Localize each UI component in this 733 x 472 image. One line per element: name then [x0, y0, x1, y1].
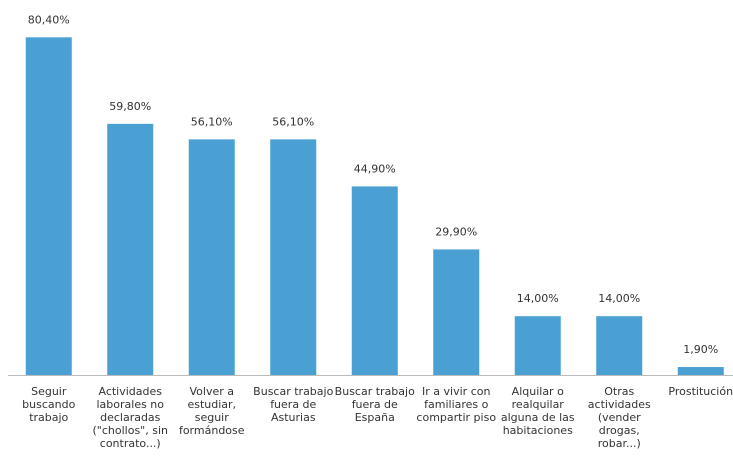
bar	[25, 37, 72, 375]
value-label: 14,00%	[598, 292, 640, 305]
bar	[433, 249, 480, 375]
value-label: 59,80%	[109, 100, 151, 113]
x-tick-label: Ir a vivir con familiares o compartir pi…	[416, 385, 497, 424]
value-label: 29,90%	[435, 225, 477, 238]
x-tick-label: Buscar trabajo fuera de España	[334, 385, 415, 424]
bar	[514, 316, 561, 375]
bar	[351, 186, 398, 375]
value-label: 56,10%	[191, 115, 233, 128]
value-label: 1,90%	[683, 343, 718, 356]
bar	[270, 139, 317, 375]
x-tick-label: Otras actividades (vender drogas, robar.…	[587, 385, 651, 450]
value-label: 44,90%	[354, 162, 396, 175]
x-tick-label: Prostitución	[668, 385, 733, 398]
bar	[188, 139, 235, 375]
bar	[596, 316, 643, 375]
x-tick-label: Volver a estudiar, seguir formándose	[178, 385, 245, 437]
value-label: 56,10%	[272, 115, 314, 128]
value-label: 80,40%	[28, 13, 70, 26]
x-tick-label: Seguir buscando trabajo	[22, 385, 76, 424]
x-tick-label: Alquilar o realquilar alguna de las habi…	[500, 385, 575, 437]
x-tick-label: Actividades laborales no declaradas ("ch…	[92, 385, 169, 450]
bar	[107, 123, 154, 375]
value-label: 14,00%	[517, 292, 559, 305]
x-tick-label: Buscar trabajo fuera de Asturias	[253, 385, 334, 424]
bar	[677, 367, 724, 375]
